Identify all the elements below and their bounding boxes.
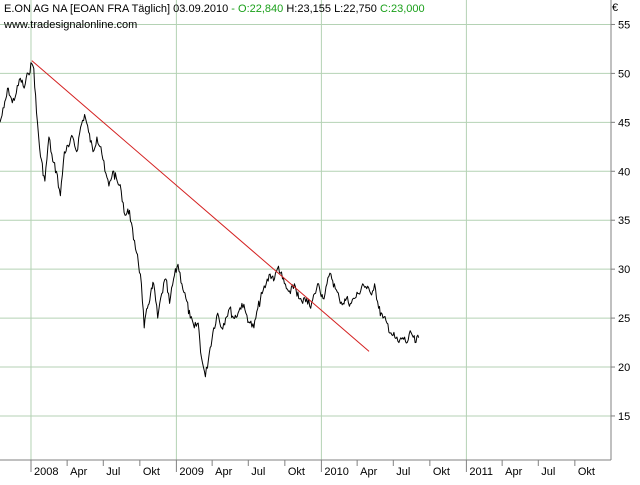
x-tick-label: Okt — [578, 466, 595, 478]
low-value: L:22,750 — [334, 3, 377, 15]
source-watermark: www.tradesignalonline.com — [4, 19, 138, 31]
instrument-period: Täglich] — [131, 3, 171, 15]
x-tick-label: Jul — [251, 466, 265, 478]
x-tick-label: Apr — [360, 466, 377, 478]
x-tick-label: 2010 — [324, 466, 348, 478]
x-tick-label: Okt — [433, 466, 450, 478]
x-tick-label: Apr — [70, 466, 87, 478]
grid — [0, 0, 611, 460]
price-line — [0, 62, 420, 378]
y-tick-label: 30 — [618, 264, 630, 276]
instrument-name: E.ON AG NA — [4, 3, 67, 15]
high-value: H:23,155 — [286, 3, 331, 15]
x-tick-label: 2008 — [34, 466, 58, 478]
x-tick-label: Apr — [505, 466, 522, 478]
y-tick-label: 25 — [618, 313, 630, 325]
x-tick-label: Jul — [396, 466, 410, 478]
close-value: C:23,000 — [379, 3, 425, 15]
x-tick-label: Jul — [541, 466, 555, 478]
currency-label: € — [612, 2, 619, 14]
y-tick-label: 50 — [618, 68, 630, 80]
open-value: - O:22,840 — [231, 3, 284, 15]
chart-header: E.ON AG NA [EOAN FRA Täglich] 03.09.2010… — [4, 3, 425, 16]
y-tick-label: 40 — [618, 166, 630, 178]
y-tick-label: 35 — [618, 215, 630, 227]
y-tick-label: 45 — [618, 117, 630, 129]
y-tick-label: 55 — [618, 19, 630, 31]
x-tick-label: 2009 — [179, 466, 203, 478]
x-tick-label: Apr — [215, 466, 232, 478]
instrument-symbol: [EOAN FRA — [70, 3, 129, 15]
x-tick-label: 2011 — [469, 466, 493, 478]
x-tick-label: Okt — [288, 466, 305, 478]
x-tick-label: Okt — [143, 466, 160, 478]
y-tick-label: 15 — [618, 411, 630, 423]
y-tick-label: 20 — [618, 362, 630, 374]
quote-date: 03.09.2010 — [173, 3, 229, 15]
axes: 15 20 25 30 35 40 45 50 55 2008 Apr Jul Okt 2009 Apr Ju… — [0, 0, 630, 478]
x-tick-label: Jul — [106, 466, 120, 478]
trendline — [31, 60, 370, 352]
series — [0, 60, 420, 378]
